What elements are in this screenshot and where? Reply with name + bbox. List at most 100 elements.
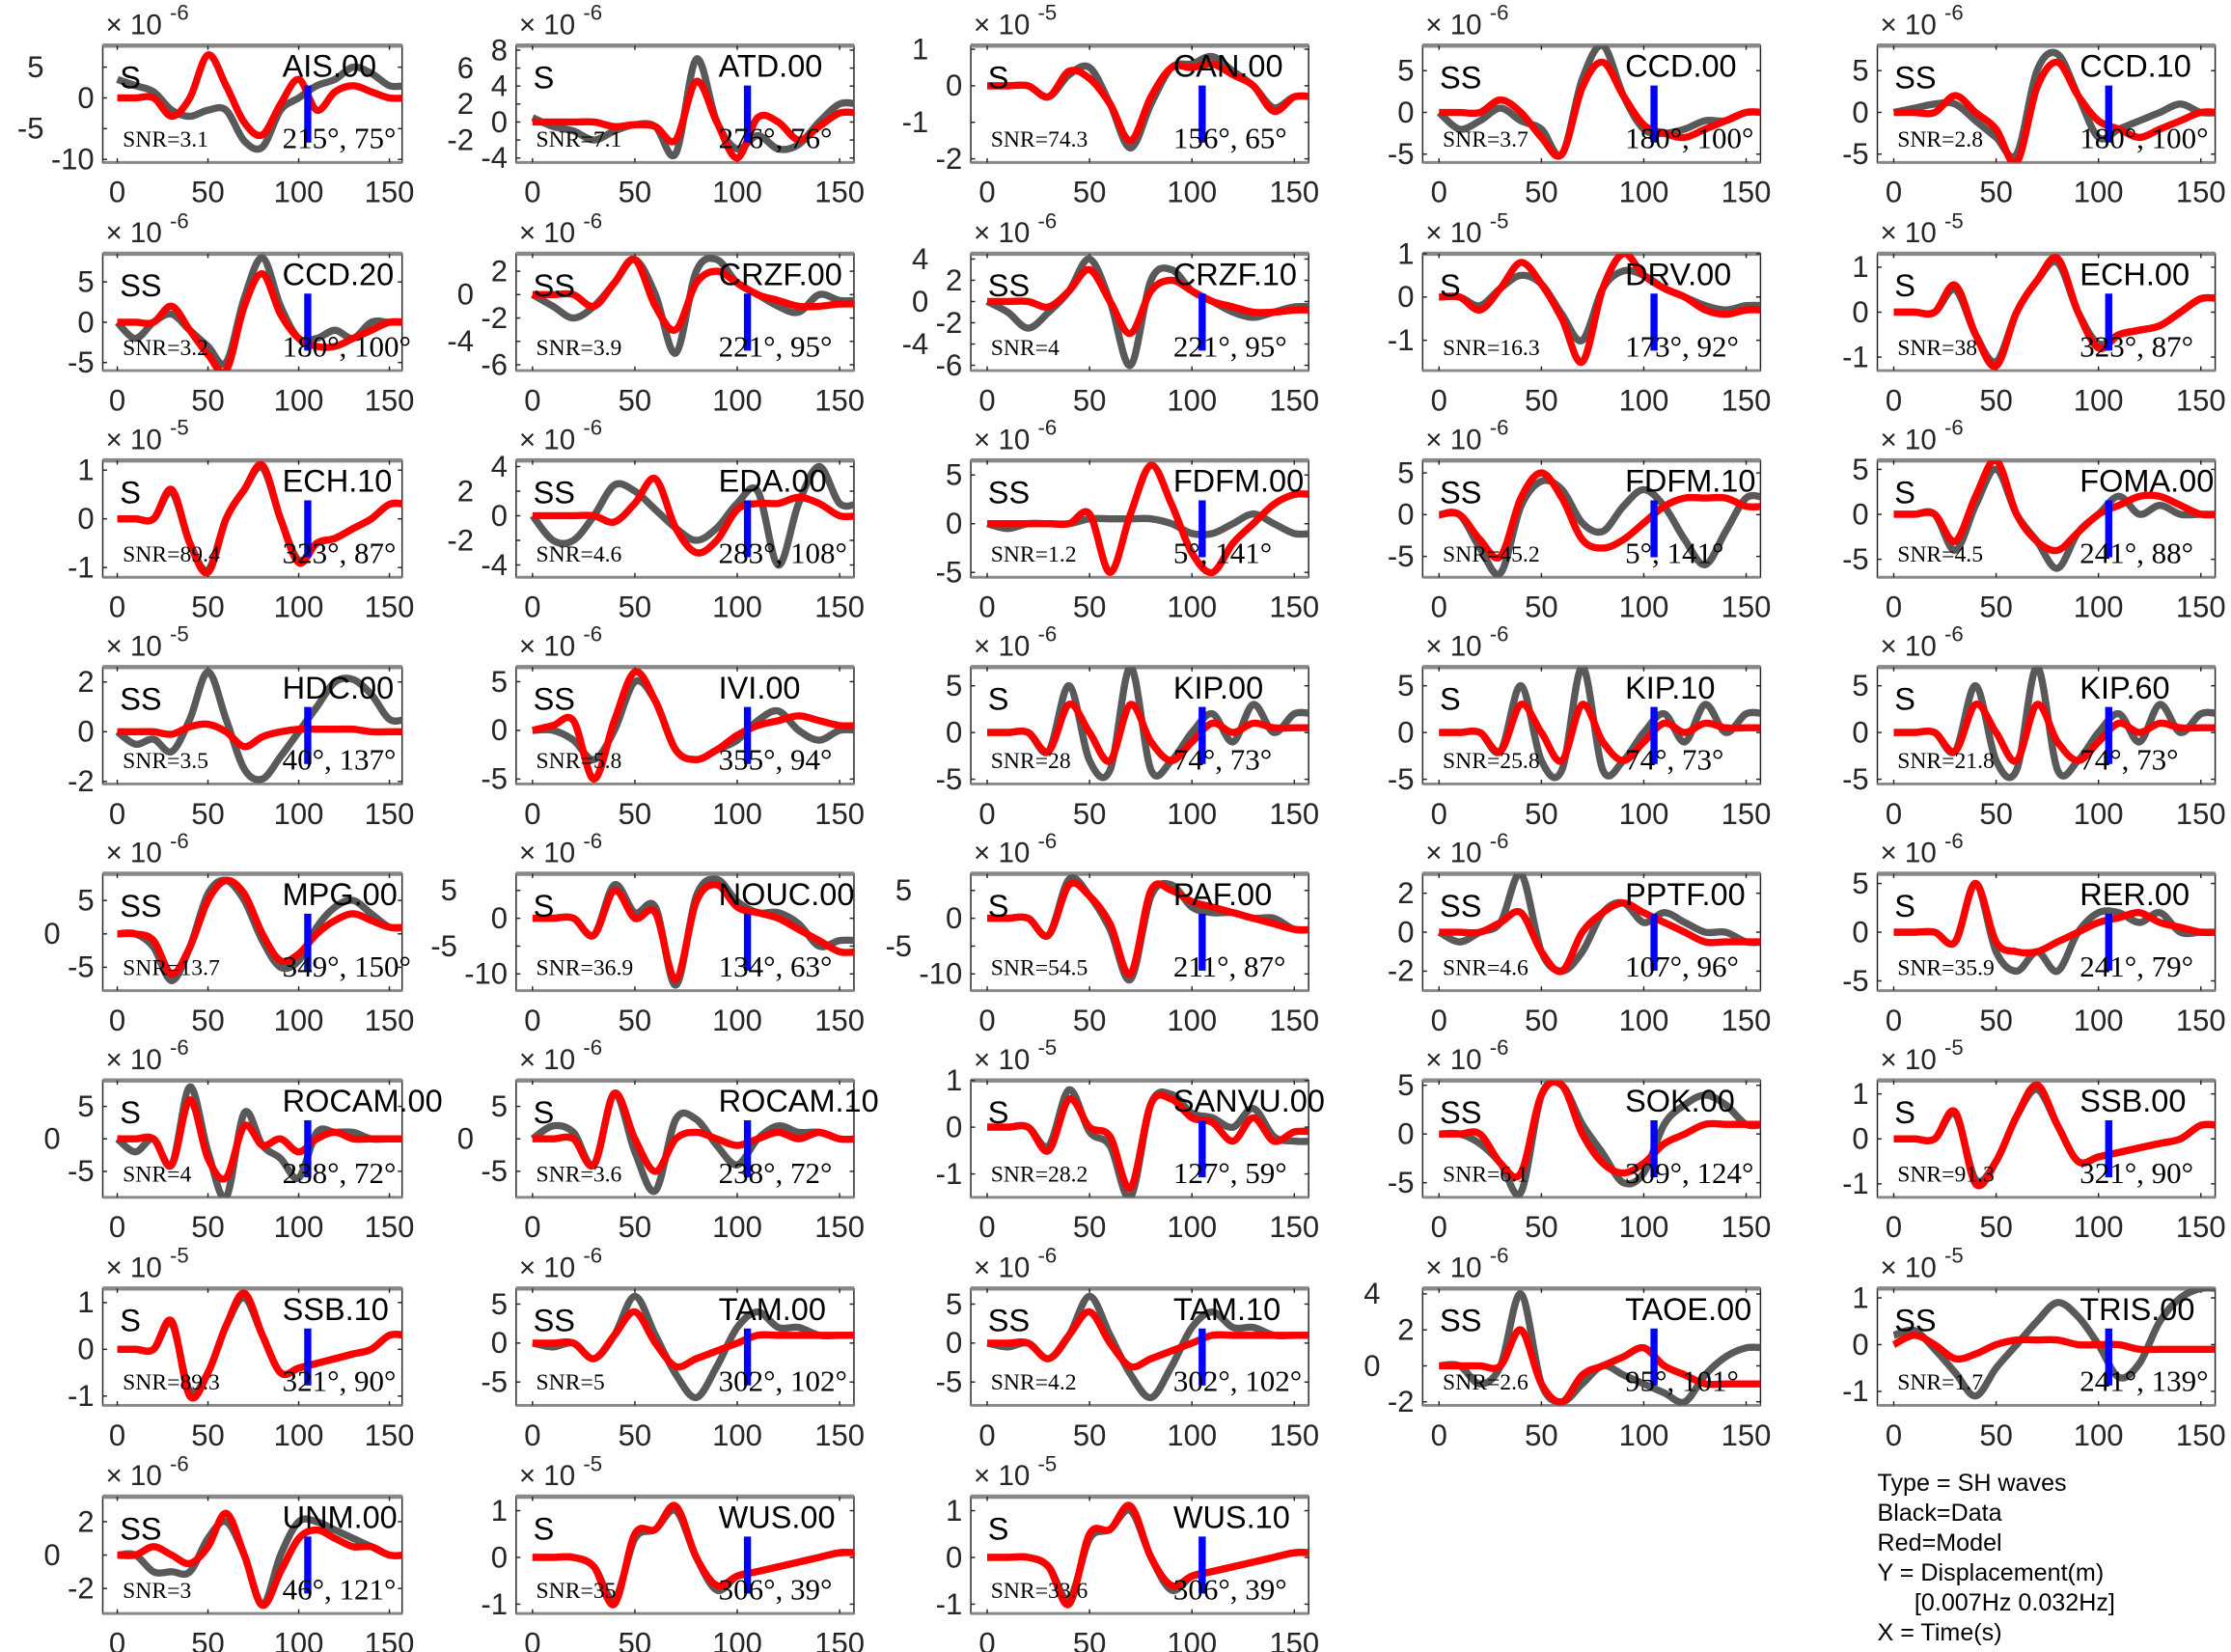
y-tick-label: 0 [1397,715,1414,749]
azimuth-label: 127°, 59° [1173,1156,1287,1190]
y-tick-label: 4 [491,450,508,483]
y-exponent-label: × 10 -6 [974,208,1057,249]
snr-label: SNR=2.8 [1897,127,1983,152]
azimuth-label: 180°, 100° [1625,122,1753,155]
x-tick-label: 50 [1525,176,1557,209]
x-tick-label: 50 [619,1004,651,1037]
x-tick-label: 100 [274,176,324,209]
subplot-wus-10: 0 50 100 150 -1 0 1 × 10 -5 S WUS.10 SNR=33.6 306°,… [936,1451,1320,1652]
y-tick-label: 0 [491,1540,508,1574]
model-trace [1439,701,1761,765]
traces [532,875,854,989]
x-tick-label: 0 [978,1004,995,1037]
phase-label: S [988,61,1009,96]
model-trace [532,77,854,162]
snr-label: SNR=3.2 [123,336,208,361]
phase-label: SS [1440,889,1481,923]
subplot-fdfm-00: 0 50 100 150 -5 0 5 × 10 -6 SS FDFM.00 SNR=1.2 5°, … [936,416,1320,624]
snr-label: SNR=3.7 [1443,127,1529,152]
traces [1893,460,2216,572]
subplot-drv-00: 0 50 100 150 -1 0 1 × 10 -5 S DRV.00 SNR=16.3 173°,… [1388,208,1772,417]
station-label: ECH.00 [2080,257,2190,291]
traces [1893,254,2216,371]
x-tick-label: 0 [109,176,125,209]
phase-label: SS [1440,61,1481,96]
y-tick-label: -5 [1842,542,1869,576]
y-tick-label: 5 [1397,669,1414,702]
data-trace [1892,1288,2216,1400]
y-tick-label: 5 [946,669,962,702]
phase-label: SS [1894,1304,1936,1338]
subplot-kip-00: 0 50 100 150 -5 0 5 × 10 -6 S KIP.00 SNR=28 74°, 73… [936,622,1320,831]
traces [987,1086,1309,1198]
x-tick-label: 150 [1721,591,1772,624]
station-label: KIP.60 [2080,671,2169,705]
y-tick-label: 0 [457,278,474,312]
y-exponent-label: × 10 -6 [105,1,188,41]
legend-line: [0.007Hz 0.032Hz] [1914,1589,2115,1616]
x-tick-label: 150 [2176,1418,2226,1452]
phase-label: SS [988,475,1030,509]
y-tick-label: 5 [77,265,94,299]
y-tick-label: -5 [1388,137,1415,171]
snr-label: SNR=4 [991,336,1060,361]
y-exponent-label: × 10 -6 [105,1451,188,1492]
station-label: CCD.00 [1625,49,1737,84]
phase-label: S [120,61,141,96]
model-trace [117,460,402,577]
model-trace [532,255,854,334]
phase-label: S [988,889,1009,923]
phase-label: SS [534,1304,575,1338]
azimuth-label: 321°, 90° [2080,1156,2193,1190]
model-trace [531,668,854,784]
y-exponent-label: × 10 -5 [974,1035,1057,1076]
x-tick-label: 100 [1619,797,1669,831]
traces [985,255,1309,370]
y-tick-label: -5 [1388,1166,1415,1199]
y-tick-label: 1 [946,1063,962,1097]
x-tick-label: 150 [814,383,865,417]
subplot-hdc-00: 0 50 100 150 -2 0 2 × 10 -5 SS HDC.00 SNR=3.5 40°, … [68,622,414,831]
x-tick-label: 100 [2074,176,2124,209]
model-trace [1893,254,2216,371]
y-tick-label: 5 [946,458,962,492]
y-tick-label: -10 [51,143,95,177]
y-tick-label: 5 [895,873,912,907]
snr-label: SNR=5.8 [537,749,622,774]
y-exponent-label: × 10 -5 [974,1,1057,41]
x-tick-label: 100 [1619,591,1669,624]
x-tick-label: 50 [1525,1210,1557,1244]
traces [1893,1081,2216,1190]
y-exponent-power: -5 [1038,1451,1058,1475]
y-tick-label: 0 [491,105,508,139]
y-tick-label: -5 [1388,762,1415,796]
station-label: KIP.10 [1625,671,1715,705]
x-tick-label: 50 [1525,1418,1557,1452]
snr-label: SNR=25.8 [1443,749,1540,774]
azimuth-label: 74°, 73° [1173,743,1272,777]
azimuth-label: 323°, 87° [2080,329,2193,363]
snr-label: SNR=45.2 [1443,542,1540,567]
x-tick-label: 100 [1619,1418,1669,1452]
model-trace [1439,253,1761,366]
x-tick-label: 0 [1431,1210,1447,1244]
snr-label: SNR=2.6 [1443,1370,1529,1395]
phase-label: SS [120,268,161,303]
x-tick-label: 150 [814,797,865,831]
y-exponent-label: × 10 -6 [974,1244,1057,1284]
x-tick-label: 100 [712,1418,762,1452]
model-trace [987,461,1309,576]
x-tick-label: 100 [1167,1418,1217,1452]
traces [117,876,402,984]
y-tick-label: -5 [430,929,457,963]
snr-label: SNR=21.8 [1897,749,1995,774]
y-exponent-label: × 10 -6 [519,1035,602,1076]
station-label: CCD.10 [2080,49,2191,84]
y-tick-label: -5 [936,1365,963,1399]
x-tick-label: 100 [712,1210,762,1244]
y-tick-label: 1 [77,1285,94,1319]
model-trace [1893,1081,2216,1190]
y-tick-label: 2 [491,254,508,288]
x-tick-label: 0 [524,1210,540,1244]
